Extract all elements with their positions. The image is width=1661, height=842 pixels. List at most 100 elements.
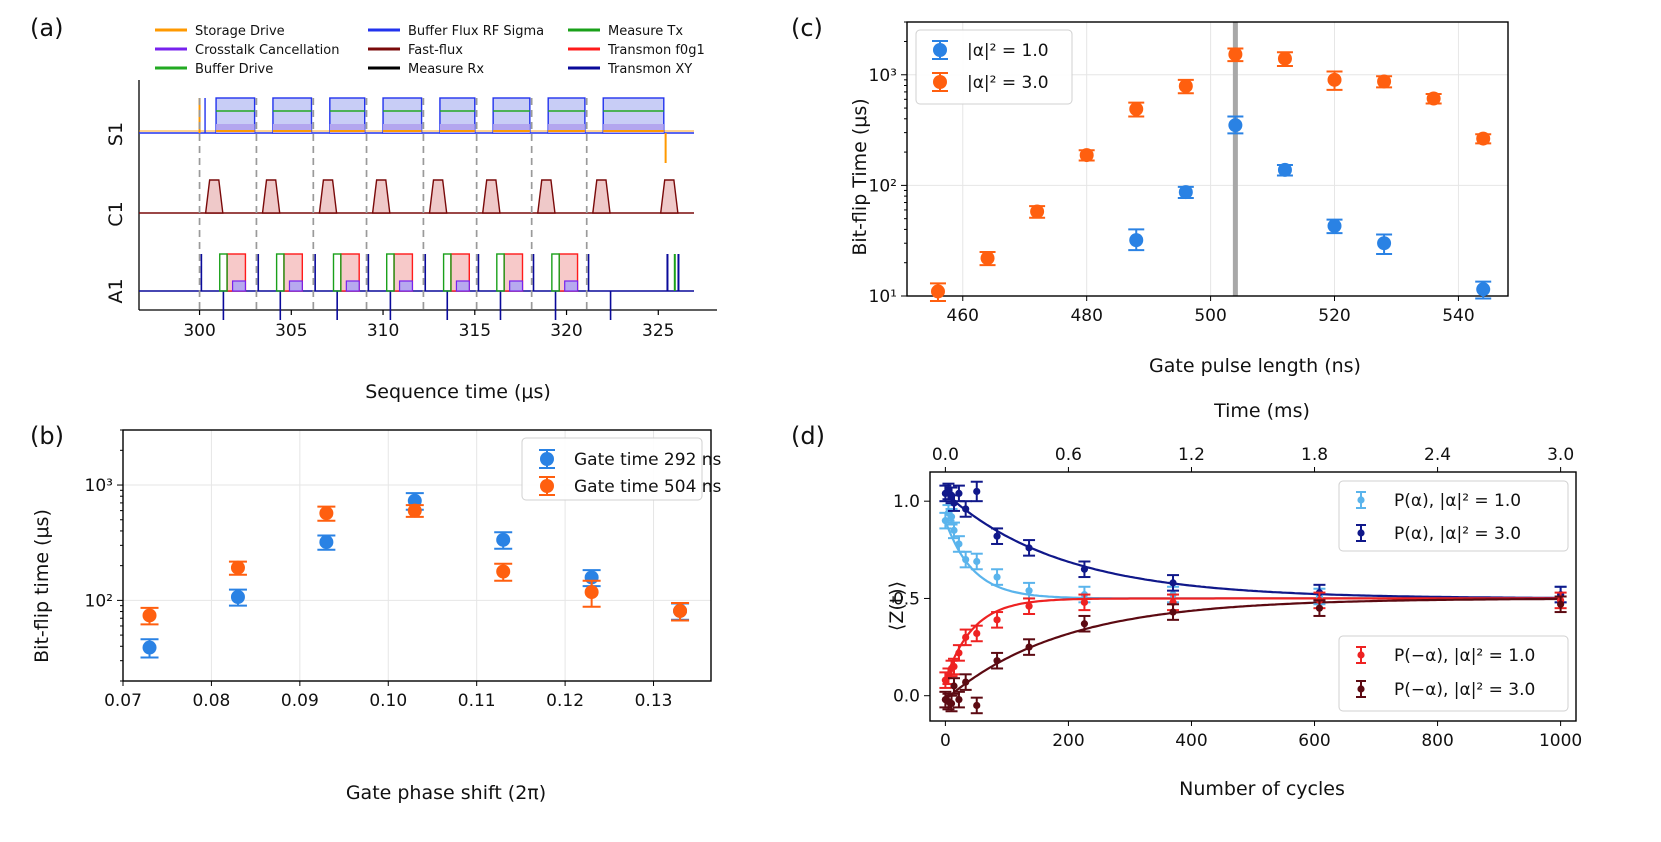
d-point-red [955, 649, 963, 657]
x-top-tick-label: 1.8 [1301, 445, 1328, 465]
x-tick-label: 800 [1421, 731, 1453, 751]
panel-a-axes [138, 80, 717, 311]
panel-d: (d) 00.02000.64001.26001.88002.410003.00… [791, 400, 1582, 800]
d-point-maroon [1025, 643, 1033, 651]
crosstalk-block [509, 280, 524, 292]
c-point-orange [1426, 91, 1441, 106]
d-point-light_blue [955, 540, 963, 548]
d-point-light_blue [962, 555, 970, 564]
legend-label: Gate time 292 ns [574, 450, 722, 470]
d-point-light_blue [947, 513, 956, 521]
legend-box [915, 29, 1073, 105]
channel-label-s1: S1 [105, 122, 127, 146]
d-point-maroon [1557, 600, 1565, 608]
d-point-maroon [1315, 604, 1324, 612]
x-tick-label: 0.08 [192, 691, 230, 711]
c-point-blue [1476, 282, 1491, 297]
crosstalk-block [288, 280, 303, 292]
panel-c-ylabel: Bit-flip Time (μs) [849, 98, 871, 255]
x-tick-label: 325 [642, 321, 674, 341]
d-point-navy [1169, 579, 1177, 587]
channel-label-a1: A1 [105, 278, 127, 303]
legend-label: Measure Tx [608, 24, 683, 39]
c-point-orange [1178, 79, 1193, 94]
panel-d-legend-upper: P(α), |α|² = 1.0 P(α), |α|² = 3.0 [1338, 480, 1569, 552]
legend-label: P(−α), |α|² = 1.0 [1394, 646, 1535, 666]
measure-tx-block [219, 253, 228, 292]
x-tick-label: 460 [947, 306, 979, 326]
legend-label: P(−α), |α|² = 3.0 [1394, 680, 1535, 700]
b-point-blue [230, 589, 245, 604]
b-point-blue [142, 640, 157, 655]
legend-marker-dot [1357, 651, 1365, 659]
d-point-maroon [1169, 608, 1177, 616]
legend-label: Measure Rx [408, 62, 484, 77]
d-point-light_blue [993, 573, 1001, 581]
c-point-blue [1277, 162, 1292, 177]
y-tick-label: 10¹ [869, 287, 897, 307]
crosstalk-block [383, 124, 422, 133]
legend-box [1338, 635, 1569, 712]
x-tick-label: 0.12 [546, 691, 584, 711]
axes-frame [906, 21, 1509, 297]
x-top-tick-label: 0.6 [1055, 445, 1082, 465]
c-point-blue [1129, 233, 1144, 248]
legend-marker-dot [1357, 685, 1365, 693]
d-point-navy [962, 505, 970, 513]
measure-tx-block [496, 253, 505, 292]
x-tick-label: 0.11 [458, 691, 496, 711]
fast-flux-pulse [318, 179, 338, 214]
c-point-blue [1178, 185, 1193, 200]
y-tick-label: 0.0 [893, 687, 920, 707]
measure-tx-block [386, 253, 395, 292]
legend-marker-dot [540, 479, 554, 493]
x-tick-label: 500 [1194, 306, 1226, 326]
x-tick-label: 315 [459, 321, 491, 341]
fast-flux-pulse [592, 179, 611, 214]
measure-tx-block [551, 253, 560, 292]
axes-frame [122, 429, 712, 682]
y-tick-label: 0.5 [893, 589, 920, 609]
d-point-navy [973, 487, 981, 496]
legend-label: P(α), |α|² = 3.0 [1394, 524, 1521, 544]
x-tick-label: 200 [1052, 731, 1084, 751]
panel-b-xlabel: Gate phase shift (2π) [346, 782, 546, 804]
c-point-orange [1030, 204, 1045, 219]
legend-label: Fast-flux [408, 43, 463, 58]
fast-flux-pulse [536, 179, 556, 214]
panel-a-waveforms [139, 97, 694, 320]
channel-label-c1: C1 [105, 201, 127, 226]
legend-label: Buffer Drive [195, 62, 273, 77]
d-point-maroon [1080, 620, 1089, 628]
c-point-blue [1327, 218, 1342, 233]
legend-label: Transmon XY [607, 62, 692, 77]
panel-a-x-ticks: 300 305 310 315 320 325 [183, 310, 675, 341]
d-point-navy [1025, 544, 1033, 552]
panel-b-label: (b) [30, 422, 64, 450]
x-tick-label: 305 [275, 321, 307, 341]
b-point-orange [584, 585, 599, 600]
x-tick-label: 310 [367, 321, 399, 341]
legend-box [521, 437, 703, 501]
fit-curve-navy [944, 492, 1561, 600]
panel-c-label: (c) [791, 14, 823, 42]
b-point-orange [319, 506, 334, 521]
panel-c-legend: |α|² = 1.0 |α|² = 3.0 [915, 29, 1073, 105]
legend-label: |α|² = 1.0 [967, 41, 1049, 61]
c-point-orange [1327, 72, 1342, 87]
x-top-tick-label: 3.0 [1547, 445, 1574, 465]
d-point-red [1025, 602, 1033, 610]
d-point-red [993, 616, 1001, 624]
x-top-tick-label: 0.0 [932, 445, 959, 465]
panel-a-channel-labels: S1 C1 A1 [105, 122, 127, 304]
panel-c-xlabel: Gate pulse length (ns) [1149, 355, 1361, 377]
legend-label: Buffer Flux RF Sigma [408, 24, 544, 39]
legend-label: |α|² = 3.0 [967, 73, 1049, 93]
b-point-orange [673, 603, 688, 618]
x-tick-label: 0 [940, 731, 951, 751]
c-point-orange [1129, 102, 1144, 117]
panel-a-xlabel: Sequence time (μs) [365, 381, 551, 403]
d-point-maroon [973, 701, 981, 710]
c-point-orange [1079, 148, 1094, 163]
legend-label: Crosstalk Cancellation [195, 43, 340, 58]
